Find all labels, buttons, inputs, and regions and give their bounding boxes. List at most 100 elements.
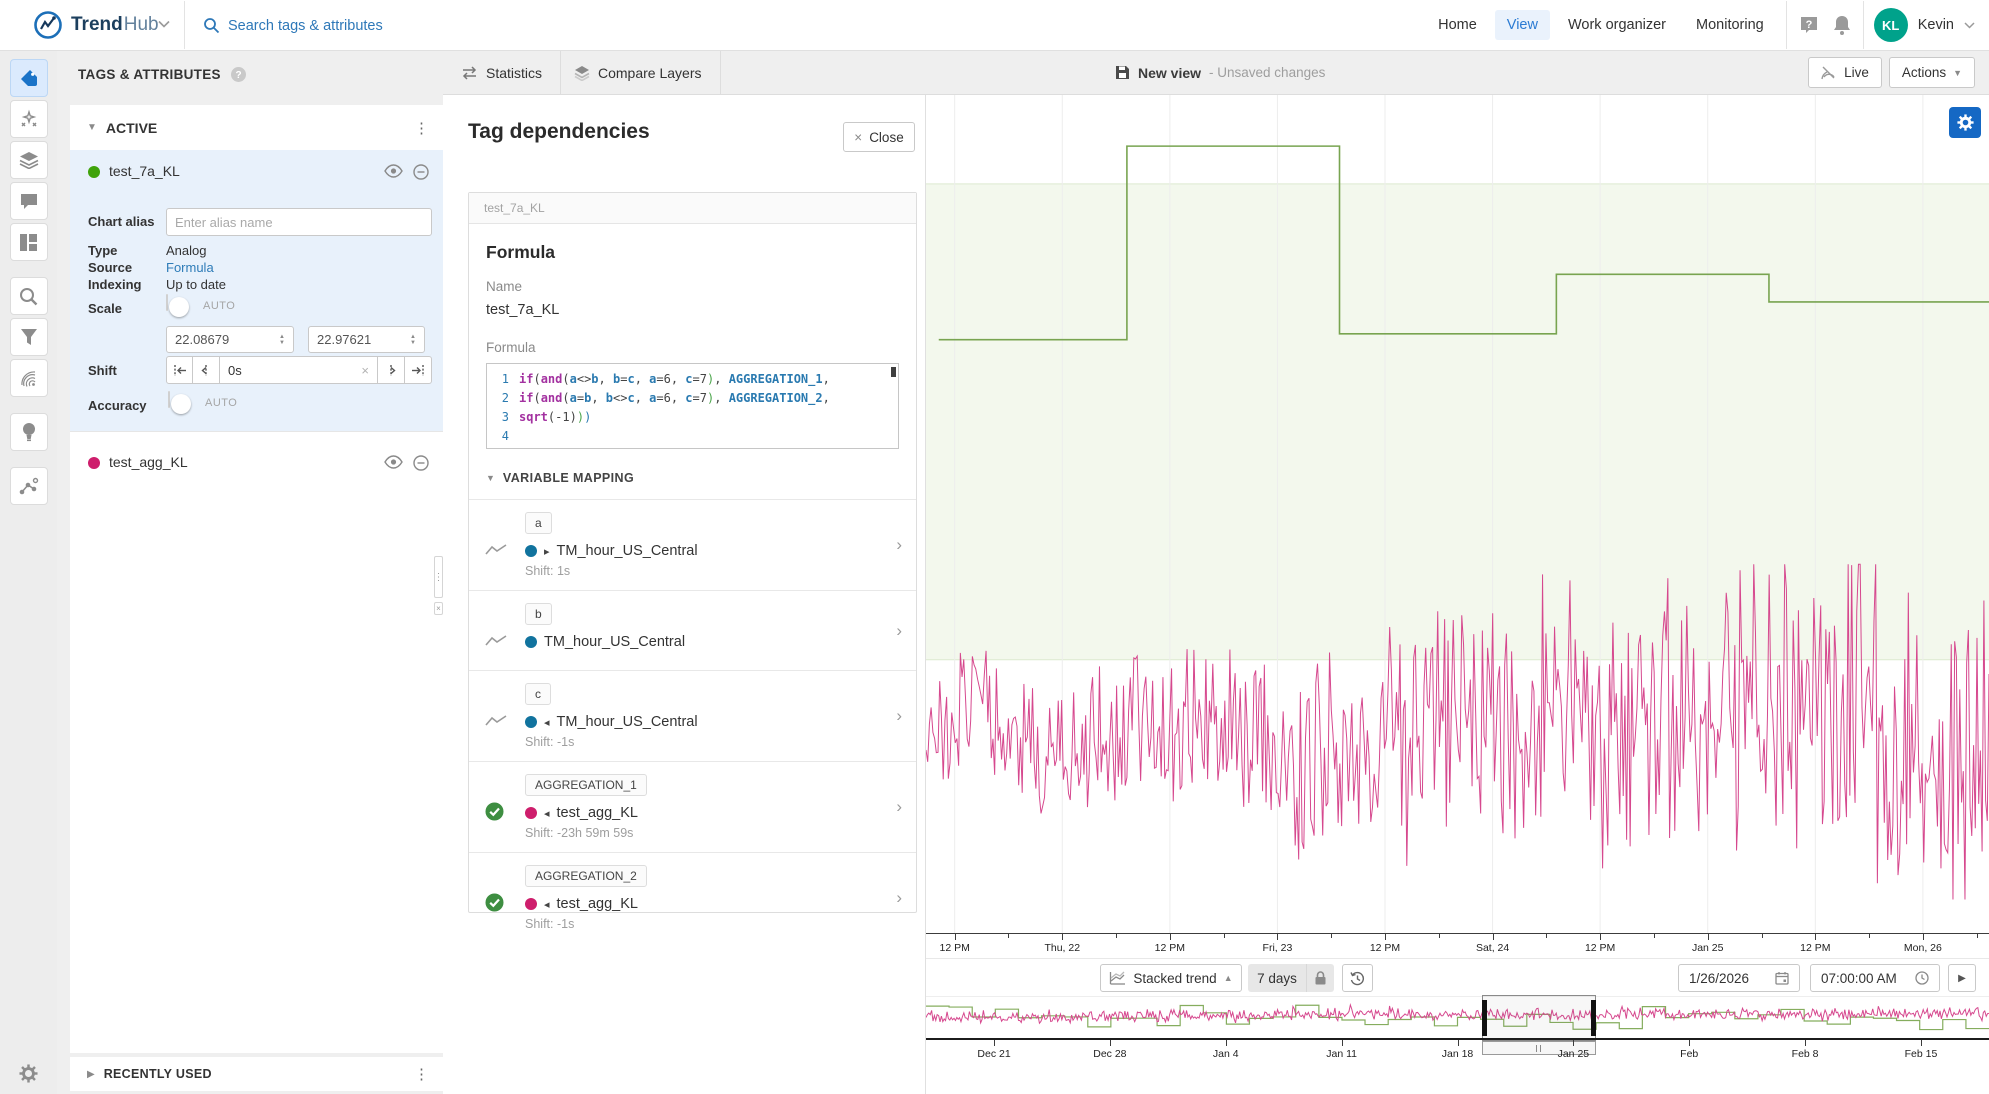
brush-left-handle[interactable] bbox=[1482, 1000, 1487, 1036]
lock-duration-button[interactable] bbox=[1306, 964, 1334, 992]
mapping-row-a[interactable]: a▸TM_hour_US_CentralShift: 1s› bbox=[469, 499, 916, 590]
notifications-bell-icon[interactable] bbox=[1831, 13, 1853, 37]
scale-min-input[interactable]: 22.08679 ▲▼ bbox=[166, 326, 294, 353]
mapping-row-c[interactable]: c◂TM_hour_US_CentralShift: -1s› bbox=[469, 670, 916, 761]
chart-alias-input[interactable] bbox=[166, 208, 432, 236]
rail-item-fingerprint[interactable] bbox=[10, 359, 48, 397]
nav-item-work-organizer[interactable]: Work organizer bbox=[1556, 10, 1678, 40]
user-chevron-down-icon[interactable] bbox=[1964, 22, 1975, 29]
rail-item-tag[interactable] bbox=[10, 59, 48, 97]
selected-tag-block[interactable]: test_7a_KL Chart alias Type Analog Sourc… bbox=[70, 150, 443, 431]
scale-auto-toggle[interactable]: AUTO bbox=[166, 294, 168, 311]
nav-item-view[interactable]: View bbox=[1495, 10, 1550, 40]
visibility-eye-icon[interactable] bbox=[384, 164, 403, 180]
rail-item-dashboard[interactable] bbox=[10, 223, 48, 261]
rail-item-funnel[interactable] bbox=[10, 318, 48, 356]
tag-color-dot bbox=[88, 166, 100, 178]
shift-value-input[interactable]: 0s × bbox=[220, 356, 378, 384]
rail-item-lightbulb[interactable] bbox=[10, 413, 48, 451]
rail-item-sparkles[interactable] bbox=[10, 100, 48, 138]
shift-far-right-icon[interactable] bbox=[405, 356, 432, 384]
axis-minor-tick bbox=[1869, 934, 1870, 938]
tag-dependencies-panel: Tag dependencies × Close test_7a_KL Form… bbox=[443, 95, 926, 1094]
code-line: 4 bbox=[495, 427, 884, 446]
avatar[interactable]: KL bbox=[1874, 8, 1908, 42]
actions-button[interactable]: Actions ▼ bbox=[1889, 57, 1975, 88]
settings-gear-icon[interactable] bbox=[19, 1064, 38, 1083]
trend-chart-region: 12 PMThu, 2212 PMFri, 2312 PMSat, 2412 P… bbox=[926, 95, 1989, 1094]
accuracy-auto-toggle[interactable]: AUTO bbox=[168, 391, 170, 408]
duration-button[interactable]: 7 days bbox=[1248, 971, 1306, 986]
recently-used-kebab-icon[interactable]: ⋮ bbox=[414, 1065, 429, 1083]
rail-item-graph[interactable] bbox=[10, 467, 48, 505]
indexing-value: Up to date bbox=[166, 277, 226, 292]
formula-code-block[interactable]: 1if(and(a<>b, b=c, a=6, c=7), AGGREGATIO… bbox=[486, 363, 899, 449]
mapping-row-aggregation_2[interactable]: AGGREGATION_2◂test_agg_KLShift: -1s› bbox=[469, 852, 916, 943]
active-section-header[interactable]: ▼ ACTIVE ⋮ bbox=[70, 105, 443, 150]
mapping-row-b[interactable]: bTM_hour_US_Central› bbox=[469, 590, 916, 670]
rail-item-search[interactable] bbox=[10, 277, 48, 315]
nav-item-monitoring[interactable]: Monitoring bbox=[1684, 10, 1776, 40]
date-input[interactable]: 1/26/2026 bbox=[1678, 964, 1800, 992]
scale-min-stepper[interactable]: ▲▼ bbox=[279, 334, 285, 346]
clock-icon bbox=[1915, 971, 1929, 985]
rail-item-comment[interactable] bbox=[10, 182, 48, 220]
logo-chevron-down-icon[interactable] bbox=[158, 20, 170, 28]
shift-right-icon[interactable] bbox=[378, 356, 405, 384]
active-kebab-menu-icon[interactable]: ⋮ bbox=[414, 119, 429, 137]
recently-used-section[interactable]: ▶ RECENTLY USED ⋮ bbox=[70, 1057, 443, 1091]
scale-max-stepper[interactable]: ▲▼ bbox=[410, 334, 416, 346]
user-name[interactable]: Kevin bbox=[1918, 17, 1954, 33]
time-selection-brush[interactable] bbox=[1482, 995, 1596, 1041]
name-value: test_7a_KL bbox=[486, 302, 899, 318]
visibility-eye-icon[interactable] bbox=[384, 455, 403, 471]
remove-minus-circle-icon[interactable] bbox=[413, 164, 429, 180]
time-input[interactable]: 07:00:00 AM bbox=[1810, 964, 1940, 992]
variable-mapping-header[interactable]: ▼ VARIABLE MAPPING bbox=[486, 471, 899, 485]
panel-help-icon[interactable]: ? bbox=[230, 66, 247, 83]
compare-layers-button[interactable]: Compare Layers bbox=[556, 51, 721, 94]
tag-name[interactable]: test_7a_KL bbox=[109, 163, 180, 179]
axis-tick bbox=[1226, 1040, 1227, 1046]
nav-item-home[interactable]: Home bbox=[1426, 10, 1489, 40]
close-button[interactable]: × Close bbox=[843, 122, 915, 152]
axis-tick bbox=[1277, 934, 1278, 940]
chart-settings-gear-button[interactable] bbox=[1949, 107, 1981, 138]
remove-minus-circle-icon[interactable] bbox=[413, 455, 429, 471]
brush-right-handle[interactable] bbox=[1591, 1000, 1596, 1036]
clear-shift-icon[interactable]: × bbox=[361, 363, 369, 378]
axis-tick-label: Jan 4 bbox=[1213, 1048, 1239, 1060]
chart-type-dropdown[interactable]: Stacked trend ▲ bbox=[1100, 964, 1242, 992]
axis-tick-label: Sat, 24 bbox=[1476, 942, 1509, 954]
help-icon[interactable]: ? bbox=[1797, 13, 1821, 37]
scale-max-input[interactable]: 22.97621 ▲▼ bbox=[308, 326, 425, 353]
panel-collapse-icon[interactable]: × bbox=[434, 602, 443, 615]
actions-chevron-down-icon: ▼ bbox=[1953, 68, 1962, 78]
code-scrollbar-thumb[interactable] bbox=[891, 367, 896, 377]
scale-max-value: 22.97621 bbox=[317, 332, 371, 347]
mapping-row-aggregation_1[interactable]: AGGREGATION_1◂test_agg_KLShift: -23h 59m… bbox=[469, 761, 916, 852]
save-icon[interactable] bbox=[1115, 65, 1130, 80]
search-input[interactable] bbox=[228, 12, 848, 39]
app-logo[interactable]: TrendHub bbox=[33, 10, 159, 43]
shift-left-icon[interactable] bbox=[193, 356, 220, 384]
main-trend-chart[interactable] bbox=[926, 95, 1989, 933]
live-signal-off-icon bbox=[1821, 66, 1837, 80]
rail-item-layers[interactable] bbox=[10, 141, 48, 179]
axis-tick bbox=[1342, 1040, 1343, 1046]
tag-row-test-agg[interactable]: test_agg_KL bbox=[70, 431, 443, 492]
statistics-button[interactable]: Statistics bbox=[443, 51, 561, 94]
history-button[interactable] bbox=[1342, 964, 1373, 992]
panel-resize-handle[interactable]: ⋮ bbox=[434, 556, 443, 598]
tag-name[interactable]: test_agg_KL bbox=[109, 454, 188, 470]
source-formula-link[interactable]: Formula bbox=[166, 260, 214, 275]
axis-tick bbox=[1921, 1040, 1922, 1046]
live-button[interactable]: Live bbox=[1808, 57, 1882, 88]
axis-tick bbox=[1385, 934, 1386, 940]
mapped-tag-name: test_agg_KL bbox=[557, 896, 638, 912]
overview-context-chart[interactable] bbox=[926, 996, 1989, 1038]
variable-mapping-title: VARIABLE MAPPING bbox=[503, 471, 634, 485]
date-value: 1/26/2026 bbox=[1689, 971, 1749, 986]
shift-far-left-icon[interactable] bbox=[166, 356, 193, 384]
step-forward-button[interactable]: ▶ bbox=[1948, 964, 1976, 992]
